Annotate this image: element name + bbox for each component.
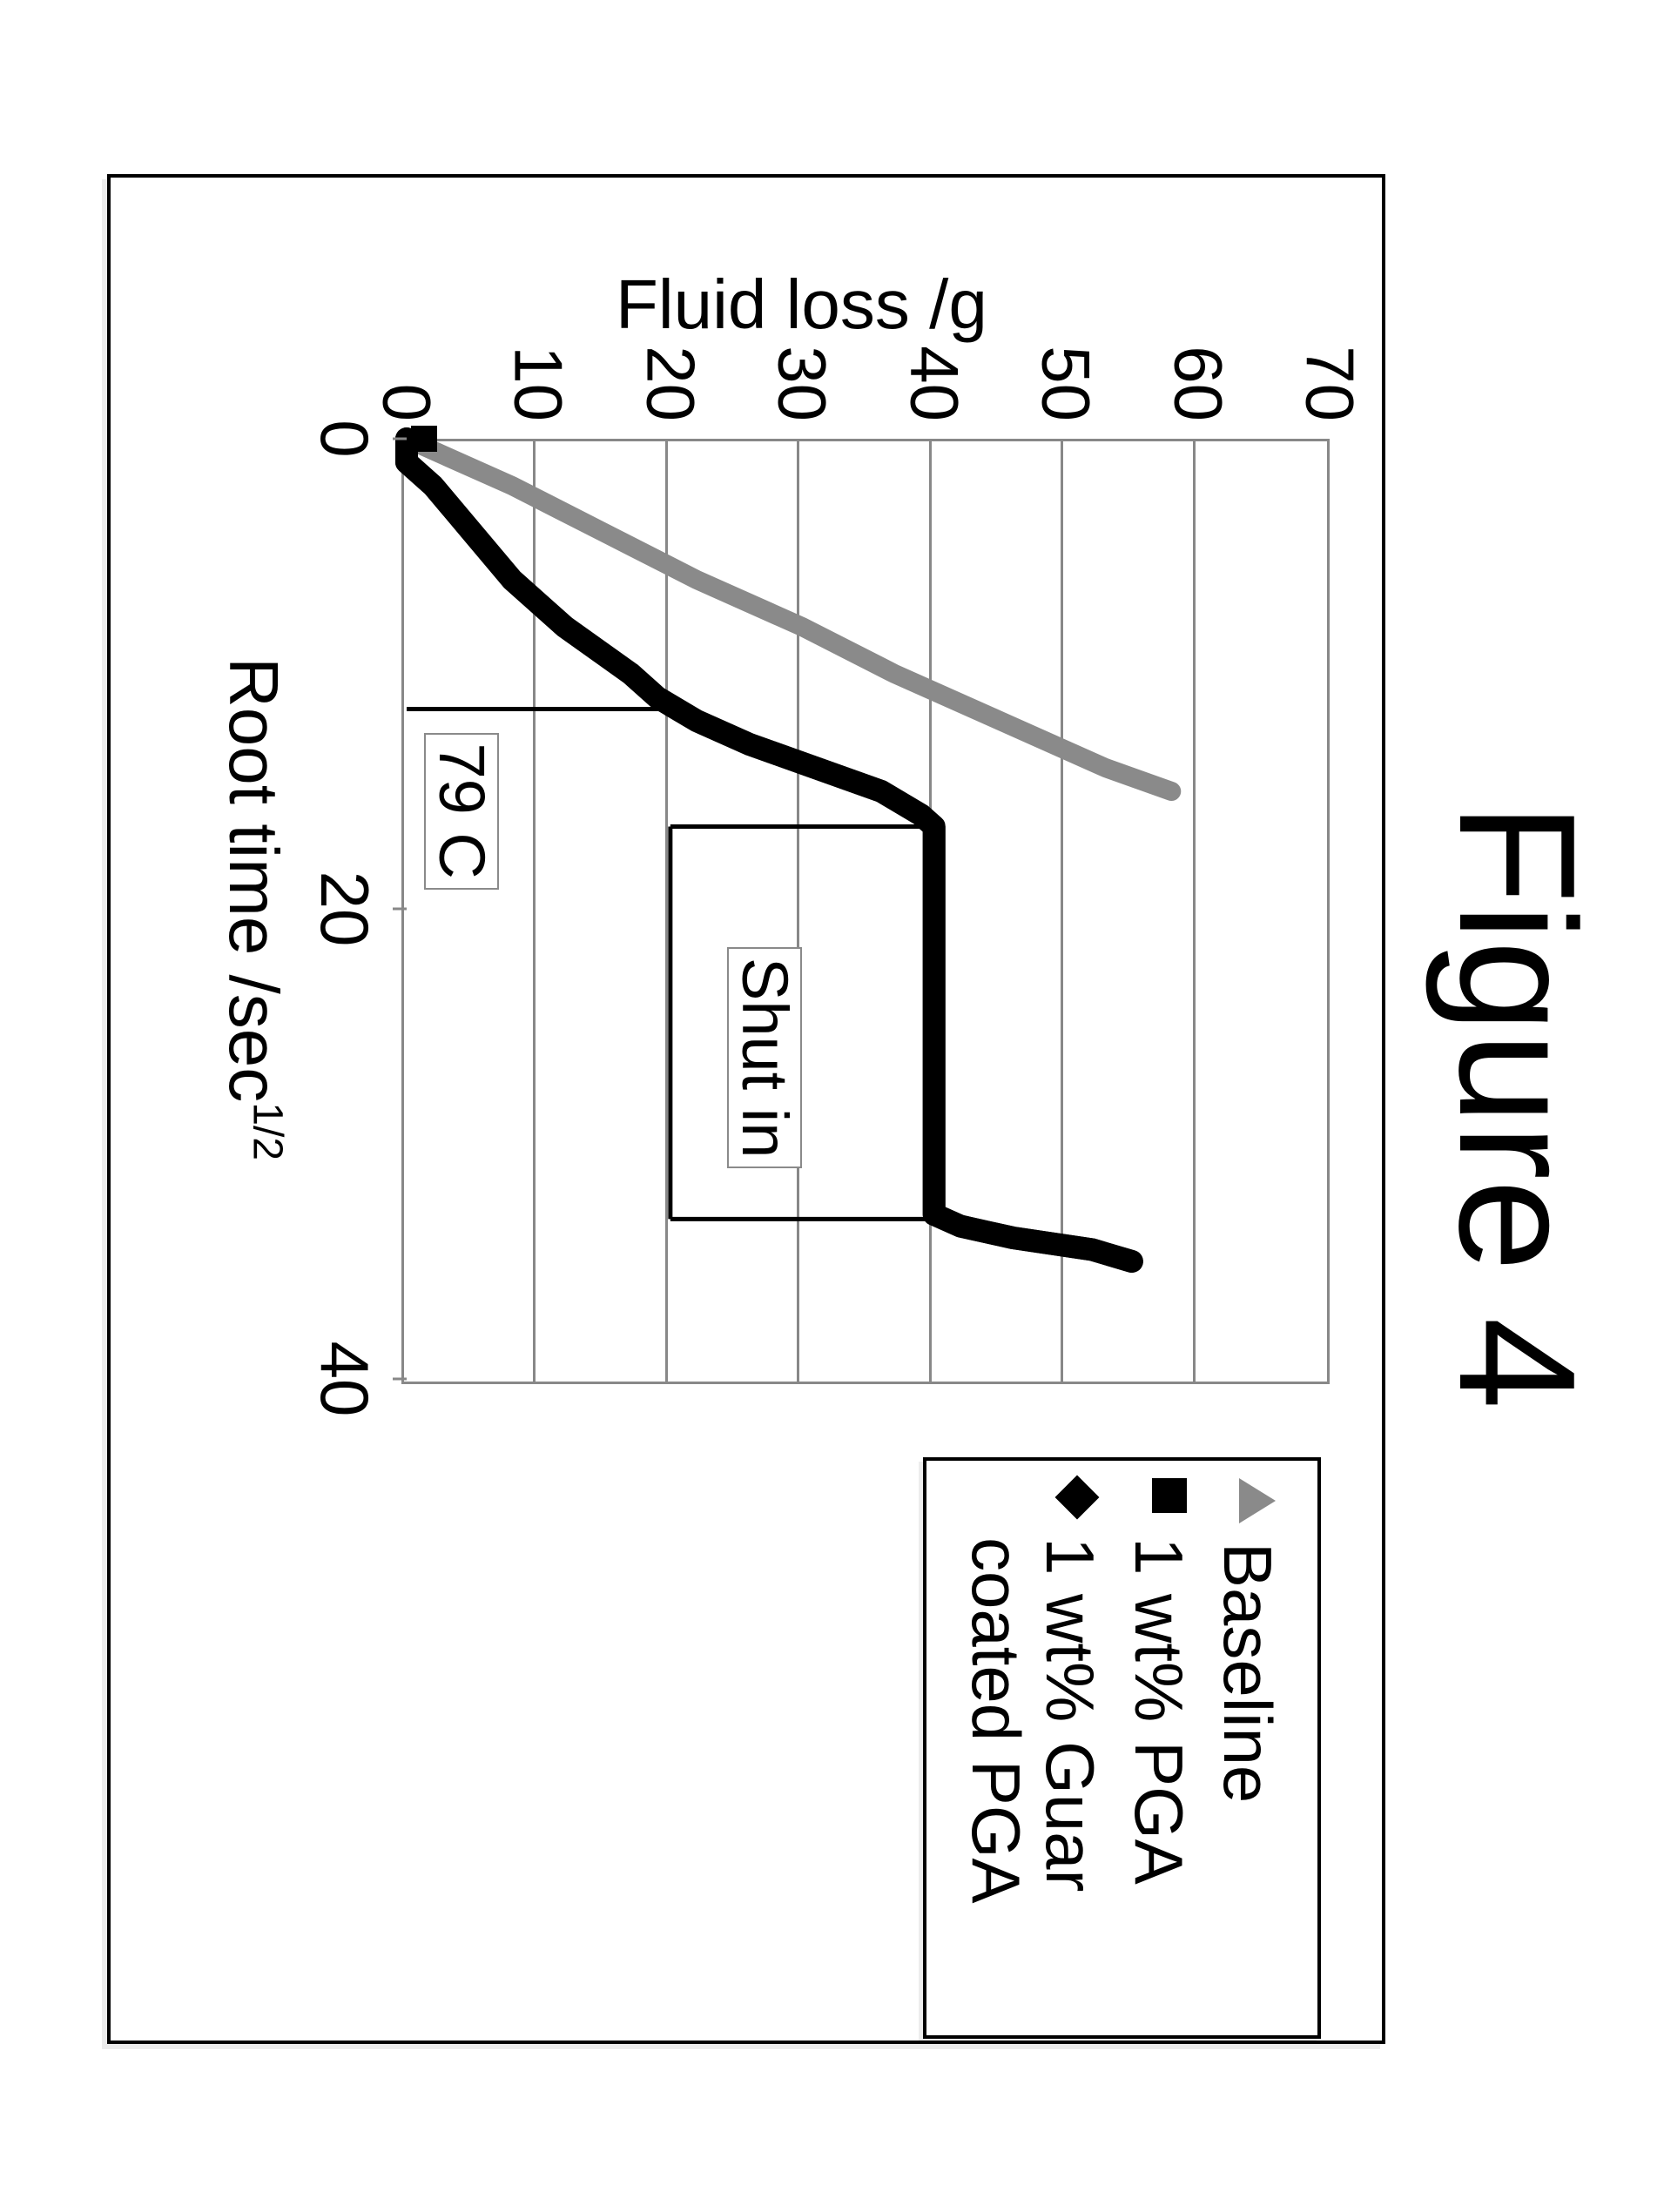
triangle-icon xyxy=(1236,1478,1276,1523)
y-tick-label: 60 xyxy=(1158,273,1237,421)
x-axis-title: Root time /sec1/2 xyxy=(213,439,293,1379)
annotation-shut-in: Shut in xyxy=(727,947,801,1168)
legend-label: 1 wt% Guar coated PGA xyxy=(960,1537,1106,2018)
diamond-icon xyxy=(1058,1478,1098,1518)
square-icon xyxy=(1147,1478,1187,1518)
y-tick-label: 70 xyxy=(1290,273,1370,421)
y-tick-label: 20 xyxy=(630,273,710,421)
x-tick xyxy=(393,438,407,440)
legend-label: Baseline xyxy=(1211,1543,1284,1803)
chart-frame: Fluid loss /g Root time /sec1/2 Baseline xyxy=(107,174,1385,2044)
x-tick-label: 0 xyxy=(305,420,384,457)
legend-item-pga: 1 wt% PGA xyxy=(1122,1478,1196,2018)
figure-title: Figure 4 xyxy=(1422,0,1612,2212)
x-tick xyxy=(393,908,407,911)
legend-item-guar-pga: 1 wt% Guar coated PGA xyxy=(960,1478,1106,2018)
x-tick-label: 20 xyxy=(305,871,384,947)
legend-label: 1 wt% PGA xyxy=(1122,1537,1196,1885)
x-tick xyxy=(393,1378,407,1381)
x-tick-label: 40 xyxy=(305,1341,384,1417)
series-baseline xyxy=(407,439,1171,791)
y-tick-label: 10 xyxy=(499,273,578,421)
y-tick-label: 50 xyxy=(1027,273,1106,421)
legend-item-baseline: Baseline xyxy=(1211,1478,1284,2018)
y-tick-label: 30 xyxy=(763,273,842,421)
legend: Baseline 1 wt% PGA 1 wt% Guar coated PGA xyxy=(923,1457,1321,2039)
annotation-79c: 79 C xyxy=(424,733,498,890)
y-tick-label: 0 xyxy=(367,273,447,421)
y-tick-label: 40 xyxy=(894,273,973,421)
chart-series xyxy=(407,439,1330,1379)
